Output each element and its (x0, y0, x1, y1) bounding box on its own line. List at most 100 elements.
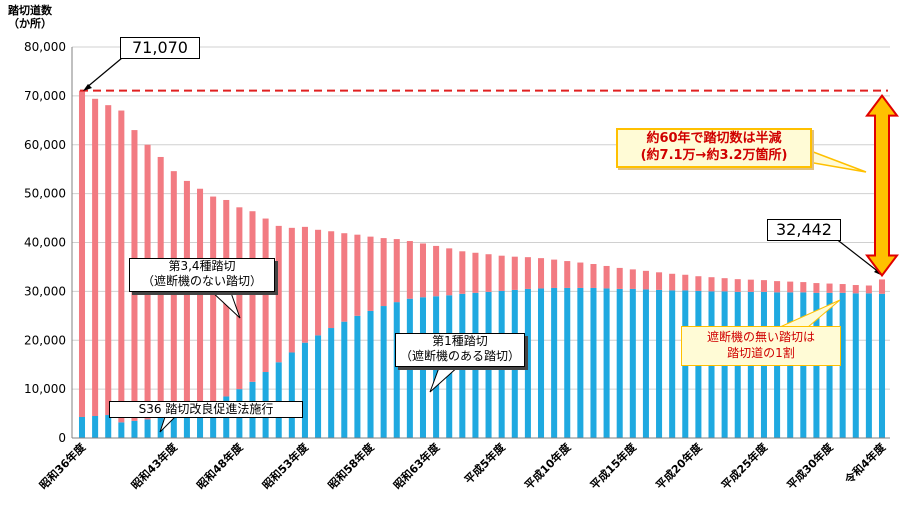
bar-type34 (354, 234, 361, 316)
bar-type1 (564, 287, 571, 438)
bar-type34 (800, 282, 807, 293)
bar-type34 (183, 180, 190, 414)
x-axis: 昭和36年度 昭和43年度 昭和48年度 昭和53年度 昭和58年度 昭和63年度 平成5年… (36, 437, 890, 493)
bar-type34 (721, 278, 728, 292)
halving-double-arrow (865, 93, 899, 278)
y-tick-label: 40,000 (24, 236, 66, 250)
end-pointer (834, 237, 881, 274)
bar-type34 (380, 238, 387, 307)
bar-type1 (380, 306, 387, 438)
bar-type1 (419, 297, 426, 438)
bar-type34 (472, 252, 479, 293)
end-value-label: 32,442 (767, 219, 841, 241)
bar-type1 (538, 288, 545, 438)
bar-type1 (367, 310, 374, 438)
bar-type34 (826, 283, 833, 293)
bar-type34 (249, 211, 256, 382)
start-pointer (85, 57, 123, 89)
bar-type1 (170, 415, 177, 438)
bar-type34 (498, 255, 505, 291)
y-tick-label: 10,000 (24, 382, 66, 396)
y-tick-label: 30,000 (24, 284, 66, 298)
bar-type34 (695, 276, 702, 291)
bar-type34 (787, 281, 794, 293)
bar-type34 (433, 245, 440, 297)
bar-type34 (577, 262, 584, 288)
bar-type1 (590, 287, 597, 438)
bar-type34 (210, 196, 217, 404)
bars (78, 90, 886, 438)
y-axis: 0 10,000 20,000 30,000 40,000 50,000 60,000 70,… (24, 40, 73, 445)
bar-type34 (511, 256, 518, 290)
bar-type34 (760, 280, 767, 292)
x-tick-label: 平成20年度 (653, 440, 706, 493)
y-tick-label: 50,000 (24, 187, 66, 201)
bar-type34 (393, 239, 400, 303)
x-tick-label: 昭和48年度 (194, 440, 247, 493)
bar-type34 (852, 285, 859, 294)
bar-type34 (459, 251, 466, 294)
y-tick-label: 70,000 (24, 89, 66, 103)
bar-type34 (524, 257, 531, 289)
bar-type34 (262, 218, 269, 373)
bar-type34 (878, 279, 886, 294)
bar-type1 (118, 422, 125, 438)
x-tick-label: 平成30年度 (784, 440, 837, 493)
bar-type34 (92, 98, 99, 417)
bar-type34 (669, 273, 676, 291)
bar-type34 (315, 229, 322, 336)
bar-type1 (328, 328, 335, 438)
bar-type34 (629, 269, 636, 289)
bar-type34 (118, 110, 125, 423)
bar-type34 (538, 258, 545, 289)
bar-type1 (577, 287, 584, 438)
bar-type1 (656, 289, 663, 438)
x-tick-label: 平成25年度 (718, 440, 771, 493)
bar-type34 (564, 261, 571, 288)
x-tick-label: 平成5年度 (461, 440, 508, 487)
bar-type1 (852, 293, 859, 438)
x-tick-label: 昭和43年度 (128, 440, 181, 493)
bar-type1 (878, 293, 886, 438)
bar-type1 (393, 302, 400, 438)
bar-type1 (275, 362, 282, 438)
bar-type34 (839, 284, 846, 293)
bar-type34 (341, 233, 348, 322)
series-label-type34: 第3,4種踏切 （遮断機のない踏切） (129, 258, 275, 292)
y-tick-label: 20,000 (24, 333, 66, 347)
bar-type34 (105, 105, 112, 416)
bar-type34 (734, 279, 741, 292)
y-tick-label: 0 (58, 431, 66, 445)
bar-type34 (419, 243, 426, 298)
bar-type34 (485, 254, 492, 292)
bar-type1 (197, 408, 204, 438)
bar-type1 (616, 288, 623, 438)
bar-type34 (708, 277, 715, 292)
bar-type1 (629, 288, 636, 438)
gridlines (72, 46, 890, 439)
x-tick-label: 昭和53年度 (259, 440, 312, 493)
bar-type1 (301, 342, 308, 438)
bar-type34 (197, 188, 204, 409)
bar-type34 (275, 225, 282, 363)
x-tick-label: 平成15年度 (587, 440, 640, 493)
bar-type1 (92, 416, 99, 438)
bar-type34 (551, 259, 558, 288)
bar-type34 (446, 248, 453, 296)
bar-type34 (288, 227, 295, 353)
y-tick-label: 80,000 (24, 40, 66, 54)
bar-type1 (144, 419, 151, 438)
bar-type34 (301, 226, 308, 343)
bar-type1 (210, 403, 217, 438)
bar-type34 (747, 279, 754, 292)
bar-type1 (433, 296, 440, 438)
bar-type1 (315, 335, 322, 438)
bar-type1 (603, 288, 610, 438)
unguarded-note: 遮断機の無い踏切は 踏切道の1割 (681, 326, 841, 366)
bar-type1 (131, 420, 138, 438)
overlay (80, 57, 899, 433)
bar-type34 (78, 90, 86, 417)
bar-type1 (105, 415, 112, 438)
bar-type34 (590, 264, 597, 288)
